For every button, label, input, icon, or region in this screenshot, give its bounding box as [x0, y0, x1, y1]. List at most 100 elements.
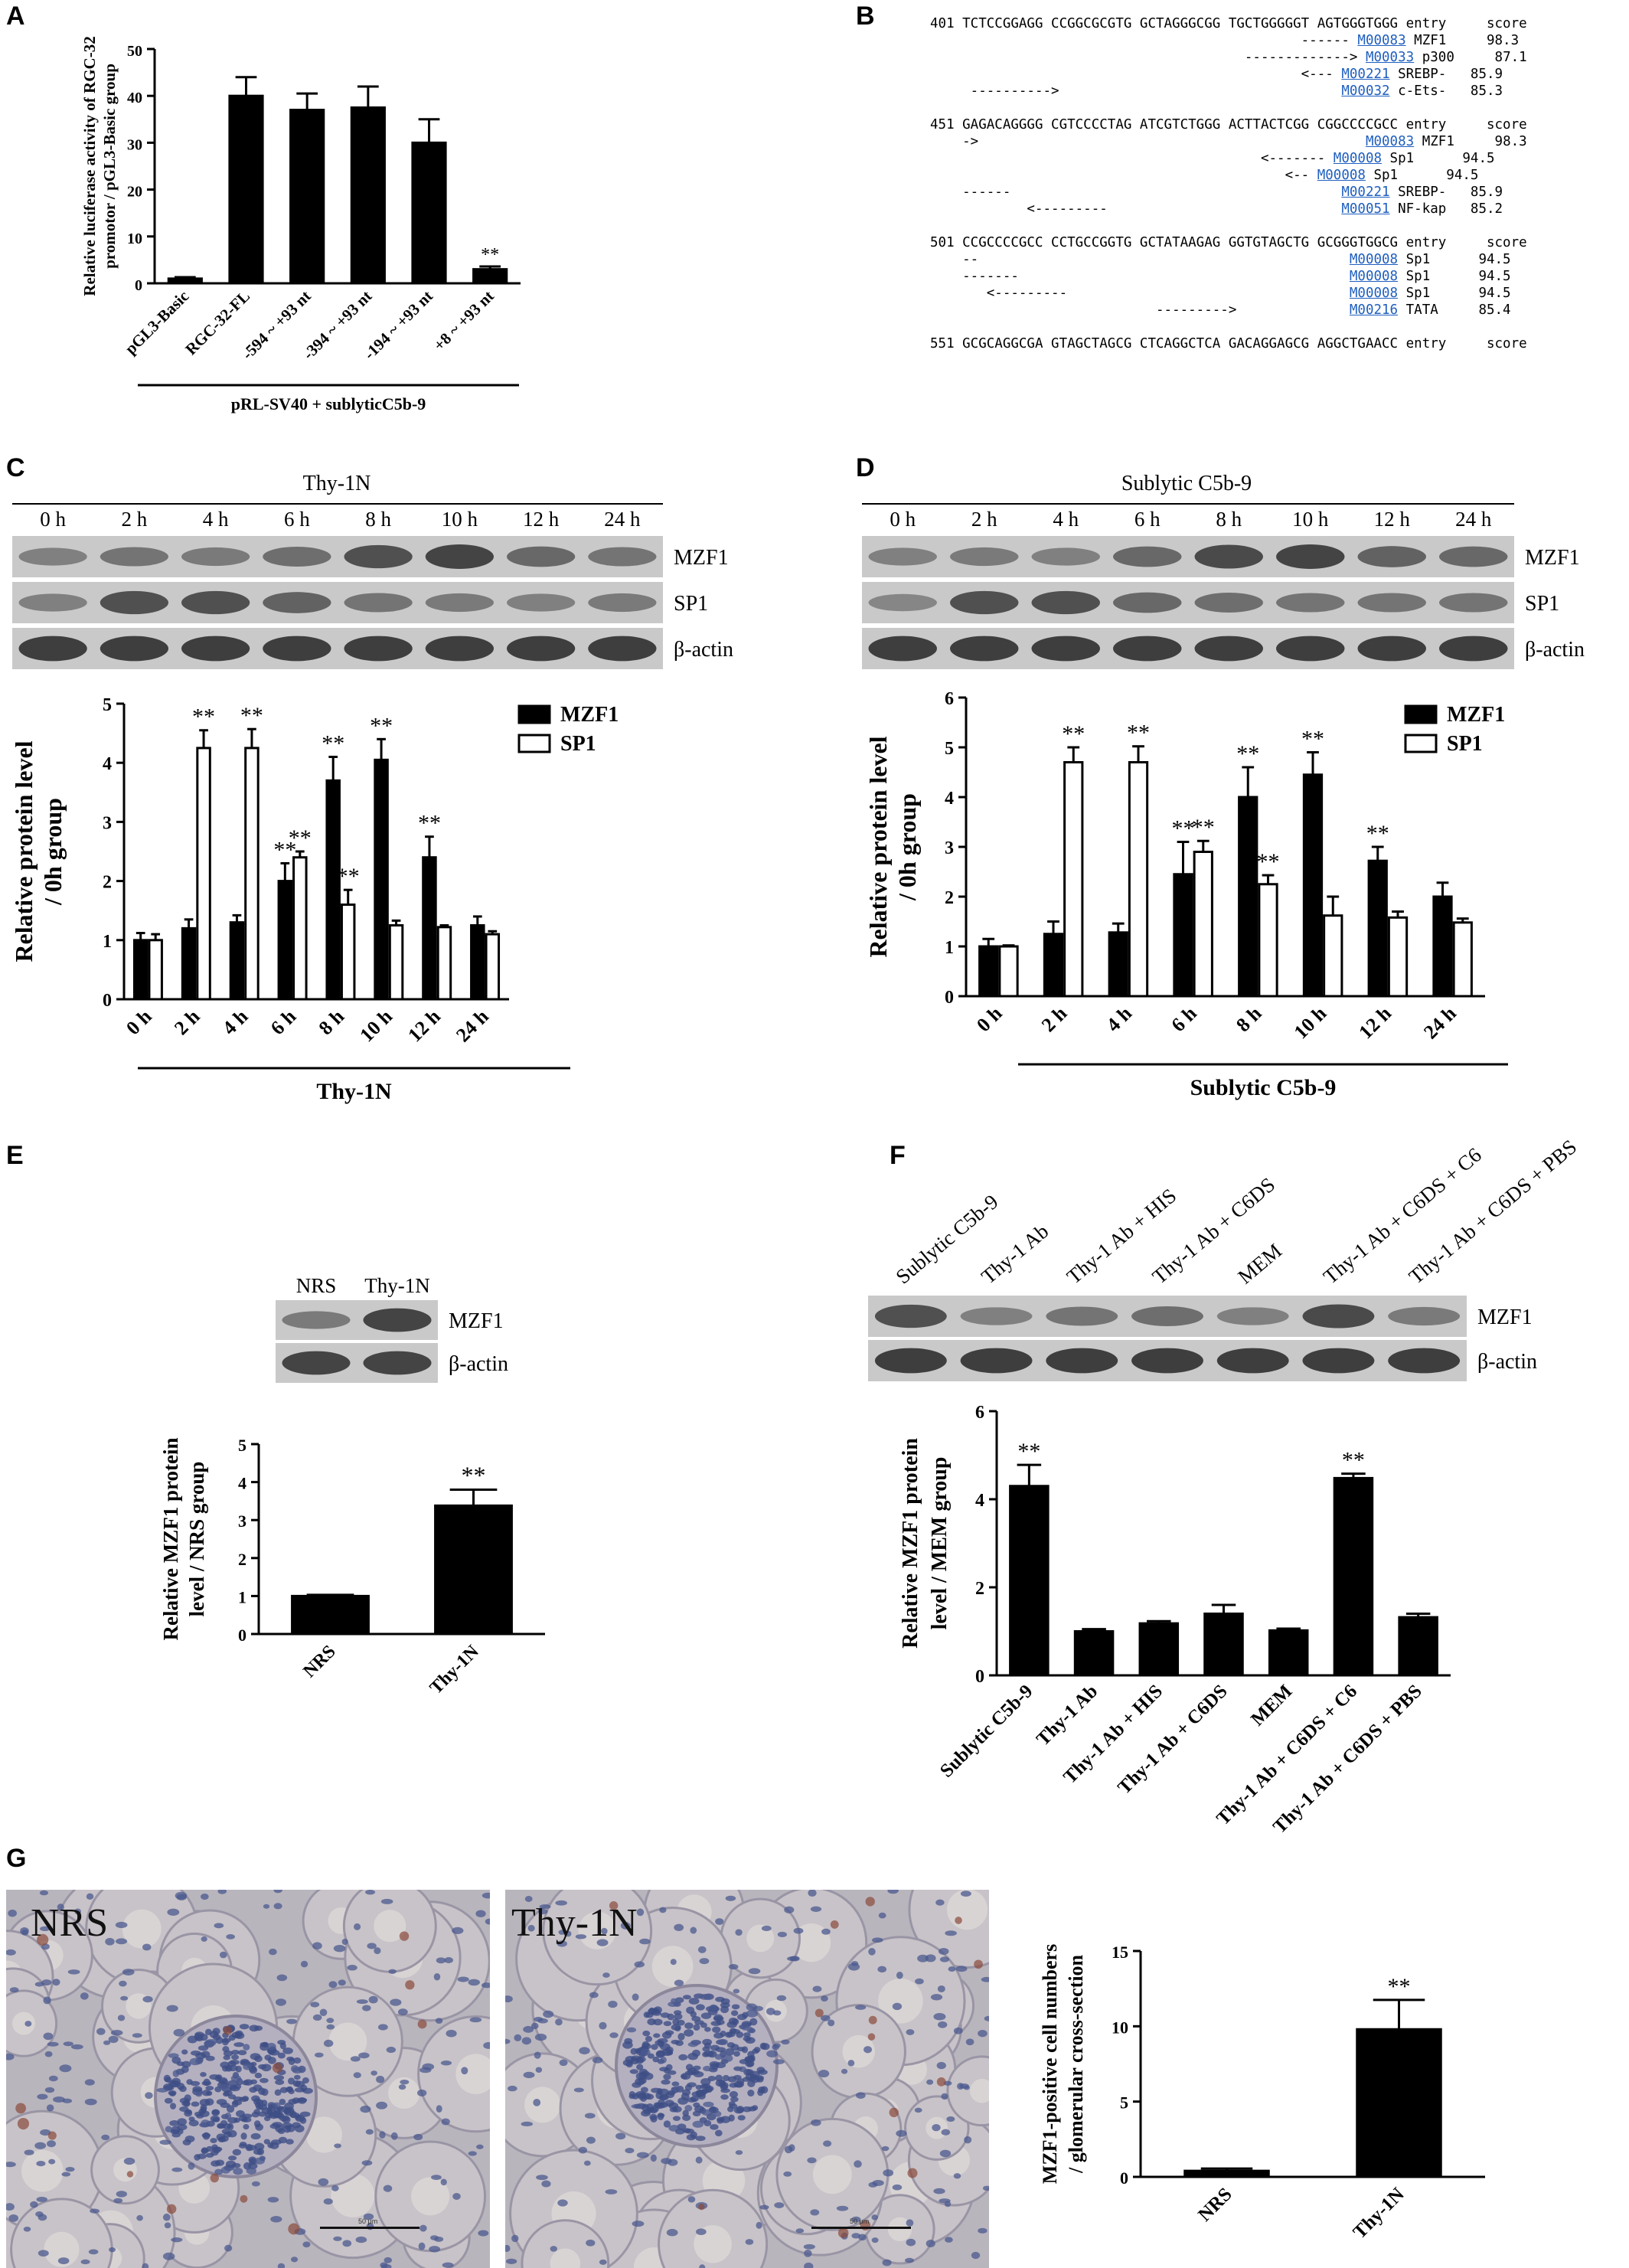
nucleus	[759, 2042, 767, 2050]
nucleus	[249, 2025, 260, 2032]
sequence-line: 401 TCTCCGGAGG CCGGCGCGTG GCTAGGGCGG TGC…	[930, 16, 1527, 31]
nucleus	[398, 2084, 406, 2090]
tubule-lumen	[21, 2149, 64, 2192]
nucleus	[640, 2048, 651, 2057]
nucleus	[555, 2018, 563, 2026]
positive-cell	[47, 2131, 57, 2140]
motif-link[interactable]: M00032	[1341, 83, 1390, 99]
motif-link[interactable]: M00008	[1333, 151, 1383, 166]
blot-band	[344, 544, 413, 569]
nucleus	[745, 2239, 754, 2245]
nucleus	[684, 2029, 694, 2037]
nucleus	[413, 2133, 423, 2141]
nucleus	[505, 2038, 511, 2044]
nucleus	[636, 1908, 645, 1917]
motif-link[interactable]: M00008	[1317, 168, 1366, 183]
tubule-lumen	[12, 2011, 35, 2035]
nucleus	[302, 2241, 311, 2248]
nucleus	[505, 1995, 513, 2003]
nucleus	[328, 1981, 338, 1989]
nucleus	[216, 2099, 227, 2105]
blot-band	[1131, 1306, 1203, 1326]
nucleus	[939, 2198, 951, 2204]
nucleus	[40, 2129, 51, 2136]
nucleus	[746, 2003, 758, 2011]
nucleus	[142, 1995, 153, 2003]
blot-band	[363, 1351, 432, 1375]
motif-link[interactable]: M00221	[1341, 67, 1390, 82]
motif-link[interactable]: M00033	[1365, 50, 1415, 65]
nucleus	[877, 1966, 887, 1973]
nucleus	[692, 2110, 701, 2117]
blot-band	[950, 590, 1019, 615]
significance-label: **	[1257, 849, 1280, 874]
nucleus	[688, 1997, 700, 2005]
nucleus	[47, 2041, 59, 2047]
y-tick-label: 40	[127, 90, 142, 106]
nucleus	[721, 2054, 733, 2063]
nucleus	[882, 2259, 892, 2266]
nucleus	[122, 1969, 135, 1976]
motif-hit: <--------- M00008 Sp1 94.5	[930, 286, 1511, 301]
bar	[291, 1594, 370, 1636]
nucleus	[786, 1956, 799, 1962]
nucleus	[808, 1890, 817, 1897]
nucleus	[310, 2002, 320, 2008]
blot-band	[1113, 546, 1182, 567]
motif-link[interactable]: M00008	[1349, 286, 1399, 301]
nucleus	[169, 2091, 176, 2096]
blot-title: Sublytic C5b-9	[1121, 472, 1252, 495]
nucleus	[279, 2087, 289, 2093]
legend-swatch	[517, 734, 551, 753]
nucleus	[211, 2160, 220, 2167]
nucleus	[671, 2024, 681, 2031]
nucleus	[468, 1979, 480, 1986]
nucleus	[565, 1930, 572, 1937]
blot-band	[1031, 547, 1100, 566]
motif-link[interactable]: M00083	[1357, 33, 1406, 48]
nucleus	[226, 1933, 235, 1940]
nucleus	[641, 2041, 650, 2048]
nucleus	[681, 2073, 691, 2080]
motif-link[interactable]: M00051	[1341, 201, 1390, 217]
nucleus	[183, 2100, 191, 2107]
motif-link[interactable]: M00221	[1341, 185, 1390, 200]
nucleus	[608, 2000, 618, 2008]
nucleus	[671, 2039, 680, 2044]
motif-link[interactable]: M00008	[1349, 252, 1399, 267]
blot-band	[1046, 1306, 1118, 1326]
nucleus	[661, 2158, 672, 2165]
nucleus	[733, 2106, 744, 2114]
nucleus	[38, 2250, 49, 2257]
nucleus	[170, 2103, 177, 2110]
nucleus	[355, 2236, 367, 2243]
nucleus	[690, 2096, 699, 2102]
nucleus	[204, 2098, 214, 2106]
significance-label: **	[1127, 721, 1150, 746]
nucleus	[177, 2123, 188, 2131]
nucleus	[275, 2079, 285, 2085]
blot-band	[1194, 593, 1263, 613]
scale-bar-text: 50 μm	[358, 2217, 378, 2225]
motif-link[interactable]: M00216	[1349, 302, 1399, 318]
nucleus	[632, 1993, 639, 2001]
nucleus	[550, 2246, 557, 2252]
positive-cell	[272, 2063, 283, 2074]
nucleus	[747, 2090, 755, 2097]
nucleus	[108, 2035, 119, 2044]
tubule	[946, 2055, 989, 2127]
nucleus	[221, 2038, 231, 2043]
nucleus	[690, 1926, 697, 1934]
motif-link[interactable]: M00008	[1349, 269, 1399, 284]
motif-link[interactable]: M00083	[1365, 134, 1415, 149]
blot-band	[1388, 1348, 1461, 1374]
nucleus	[113, 2198, 123, 2204]
nucleus	[240, 2132, 247, 2140]
nucleus	[635, 2057, 645, 2064]
nucleus	[647, 2053, 655, 2059]
tubule-lumen	[842, 2034, 875, 2068]
nucleus	[362, 2005, 371, 2011]
nucleus	[602, 1972, 610, 1978]
nucleus	[756, 2221, 762, 2229]
nucleus	[219, 2083, 228, 2090]
